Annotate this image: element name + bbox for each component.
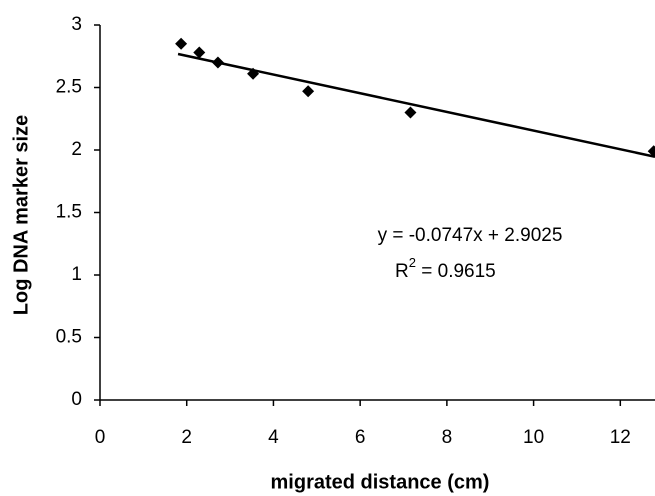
r2-sup: 2 xyxy=(409,255,416,270)
x-tick-label: 8 xyxy=(442,427,453,448)
trendline xyxy=(177,52,655,158)
x-tick-label: 6 xyxy=(355,427,366,448)
r-squared: R2 = 0.9615 xyxy=(395,255,496,282)
x-tick-label: 0 xyxy=(95,427,106,448)
data-point xyxy=(247,67,260,80)
equation: y = -0.0747x + 2.9025 xyxy=(378,225,563,246)
y-tick-label: 3 xyxy=(71,14,82,35)
x-axis-title: migrated distance (cm) xyxy=(271,471,490,493)
data-point xyxy=(193,46,206,59)
y-tick-label: 1 xyxy=(71,264,82,285)
data-point xyxy=(404,106,417,119)
data-point xyxy=(302,85,315,98)
x-tick-label: 12 xyxy=(610,427,631,448)
data-point xyxy=(175,37,188,50)
y-tick-label: 0.5 xyxy=(56,327,82,348)
r2-base: R xyxy=(395,261,409,282)
data-point xyxy=(211,56,224,69)
y-tick-label: 2 xyxy=(71,139,82,160)
y-tick-label: 0 xyxy=(71,389,82,410)
r2-rest: = 0.9615 xyxy=(416,261,496,282)
x-tick-label: 2 xyxy=(181,427,192,448)
y-axis-title: Log DNA marker size xyxy=(10,115,32,315)
y-tick-label: 2.5 xyxy=(56,77,82,98)
x-tick-label: 10 xyxy=(523,427,544,448)
data-point xyxy=(647,145,655,158)
y-tick-label: 1.5 xyxy=(56,202,82,223)
x-tick-label: 4 xyxy=(268,427,279,448)
